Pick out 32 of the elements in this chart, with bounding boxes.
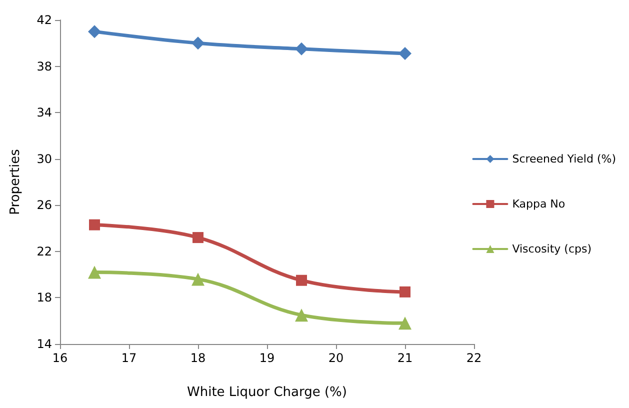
x-tick-label: 20 [328,351,344,365]
legend-label: Viscosity (cps) [512,242,592,256]
point [88,25,101,38]
y-axis-title: Properties [8,148,23,215]
point [192,272,204,286]
y-tick-label: 34 [36,106,52,120]
y-tick-label: 14 [36,337,52,351]
point [295,42,308,56]
legend-label: Screened Yield (%) [512,152,616,166]
y-tick-label: 42 [36,13,52,27]
x-tick-label: 18 [190,351,206,365]
point [88,266,101,279]
x-tick-label: 22 [466,351,482,365]
x-tick-label: 17 [121,351,137,365]
y-tick-label: 30 [36,152,52,166]
point [89,219,100,230]
y-tick-label: 22 [36,244,52,258]
point [295,308,308,322]
x-tick-label: 21 [397,351,413,365]
y-tick-label: 18 [36,290,52,305]
y-tick-label: 38 [36,59,52,74]
legend-label: Kappa No [512,198,566,210]
point [192,36,204,50]
point [398,316,412,330]
point [296,274,307,286]
point [192,232,204,244]
point [400,286,410,298]
x-tick-label: 16 [52,351,68,365]
x-axis-title: White Liquor Charge (%) [187,385,347,400]
x-tick-label: 19 [259,351,275,365]
point [398,47,412,60]
y-tick-label: 26 [36,198,52,212]
